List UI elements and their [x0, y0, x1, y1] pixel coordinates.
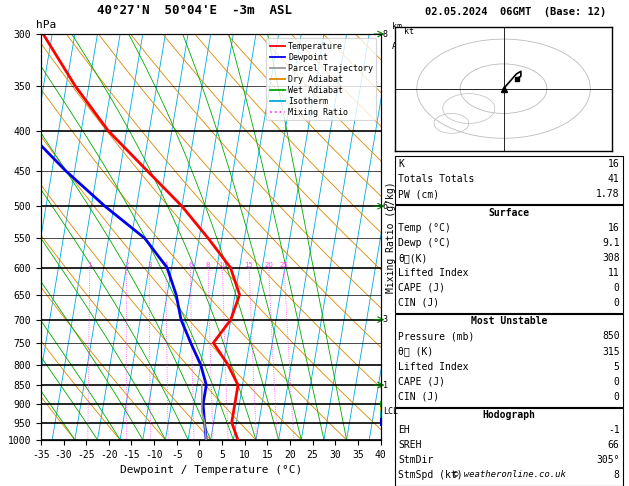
Text: Lifted Index: Lifted Index: [398, 362, 469, 372]
Text: 0: 0: [614, 283, 620, 293]
Text: 1.78: 1.78: [596, 189, 620, 199]
Text: 0: 0: [614, 377, 620, 387]
Text: Pressure (mb): Pressure (mb): [398, 331, 474, 342]
Text: ASL: ASL: [392, 42, 407, 51]
Text: θᴄ(K): θᴄ(K): [398, 253, 428, 263]
Text: 15: 15: [245, 261, 253, 268]
Text: 8: 8: [206, 261, 211, 268]
Text: hPa: hPa: [36, 20, 57, 30]
Text: 0: 0: [614, 298, 620, 308]
Text: Totals Totals: Totals Totals: [398, 174, 474, 184]
Text: 315: 315: [602, 347, 620, 357]
Text: 1: 1: [383, 381, 388, 390]
Text: km: km: [392, 22, 402, 31]
Text: 4: 4: [164, 261, 168, 268]
Text: θᴄ (K): θᴄ (K): [398, 347, 433, 357]
Text: 66: 66: [608, 440, 620, 451]
Text: 16: 16: [608, 159, 620, 169]
Text: CIN (J): CIN (J): [398, 298, 439, 308]
Text: 8: 8: [614, 470, 620, 481]
Text: StmDir: StmDir: [398, 455, 433, 466]
Text: Lifted Index: Lifted Index: [398, 268, 469, 278]
Text: Temp (°C): Temp (°C): [398, 223, 451, 233]
Text: kt: kt: [404, 27, 414, 36]
Text: 5: 5: [614, 362, 620, 372]
Text: K: K: [398, 159, 404, 169]
Text: CAPE (J): CAPE (J): [398, 377, 445, 387]
Text: 850: 850: [602, 331, 620, 342]
Text: 3: 3: [383, 315, 388, 324]
Text: 40°27'N  50°04'E  -3m  ASL: 40°27'N 50°04'E -3m ASL: [97, 4, 292, 17]
Text: SREH: SREH: [398, 440, 421, 451]
Text: 41: 41: [608, 174, 620, 184]
Text: -1: -1: [608, 425, 620, 435]
Text: 1: 1: [87, 261, 92, 268]
Text: 25: 25: [280, 261, 289, 268]
Text: CAPE (J): CAPE (J): [398, 283, 445, 293]
Text: 10: 10: [218, 261, 227, 268]
Text: Most Unstable: Most Unstable: [470, 316, 547, 327]
Text: StmSpd (kt): StmSpd (kt): [398, 470, 463, 481]
Text: 02.05.2024  06GMT  (Base: 12): 02.05.2024 06GMT (Base: 12): [425, 7, 606, 17]
Text: LCL: LCL: [383, 407, 398, 416]
Text: 16: 16: [608, 223, 620, 233]
Text: 11: 11: [608, 268, 620, 278]
Text: CIN (J): CIN (J): [398, 392, 439, 402]
Text: 308: 308: [602, 253, 620, 263]
Text: Hodograph: Hodograph: [482, 410, 535, 420]
Text: © weatheronline.co.uk: © weatheronline.co.uk: [453, 469, 566, 479]
Text: 20: 20: [264, 261, 273, 268]
Text: 0: 0: [614, 392, 620, 402]
X-axis label: Dewpoint / Temperature (°C): Dewpoint / Temperature (°C): [120, 465, 302, 475]
Text: 6: 6: [188, 261, 192, 268]
Text: Surface: Surface: [488, 208, 530, 218]
Y-axis label: Mixing Ratio (g/kg): Mixing Ratio (g/kg): [386, 181, 396, 293]
Text: Dewp (°C): Dewp (°C): [398, 238, 451, 248]
Text: 3: 3: [147, 261, 152, 268]
Text: 6: 6: [383, 202, 388, 211]
Legend: Temperature, Dewpoint, Parcel Trajectory, Dry Adiabat, Wet Adiabat, Isotherm, Mi: Temperature, Dewpoint, Parcel Trajectory…: [266, 38, 376, 121]
Text: EH: EH: [398, 425, 410, 435]
Text: 2: 2: [125, 261, 129, 268]
Text: 9.1: 9.1: [602, 238, 620, 248]
Text: 305°: 305°: [596, 455, 620, 466]
Text: PW (cm): PW (cm): [398, 189, 439, 199]
Text: 8: 8: [383, 30, 388, 38]
